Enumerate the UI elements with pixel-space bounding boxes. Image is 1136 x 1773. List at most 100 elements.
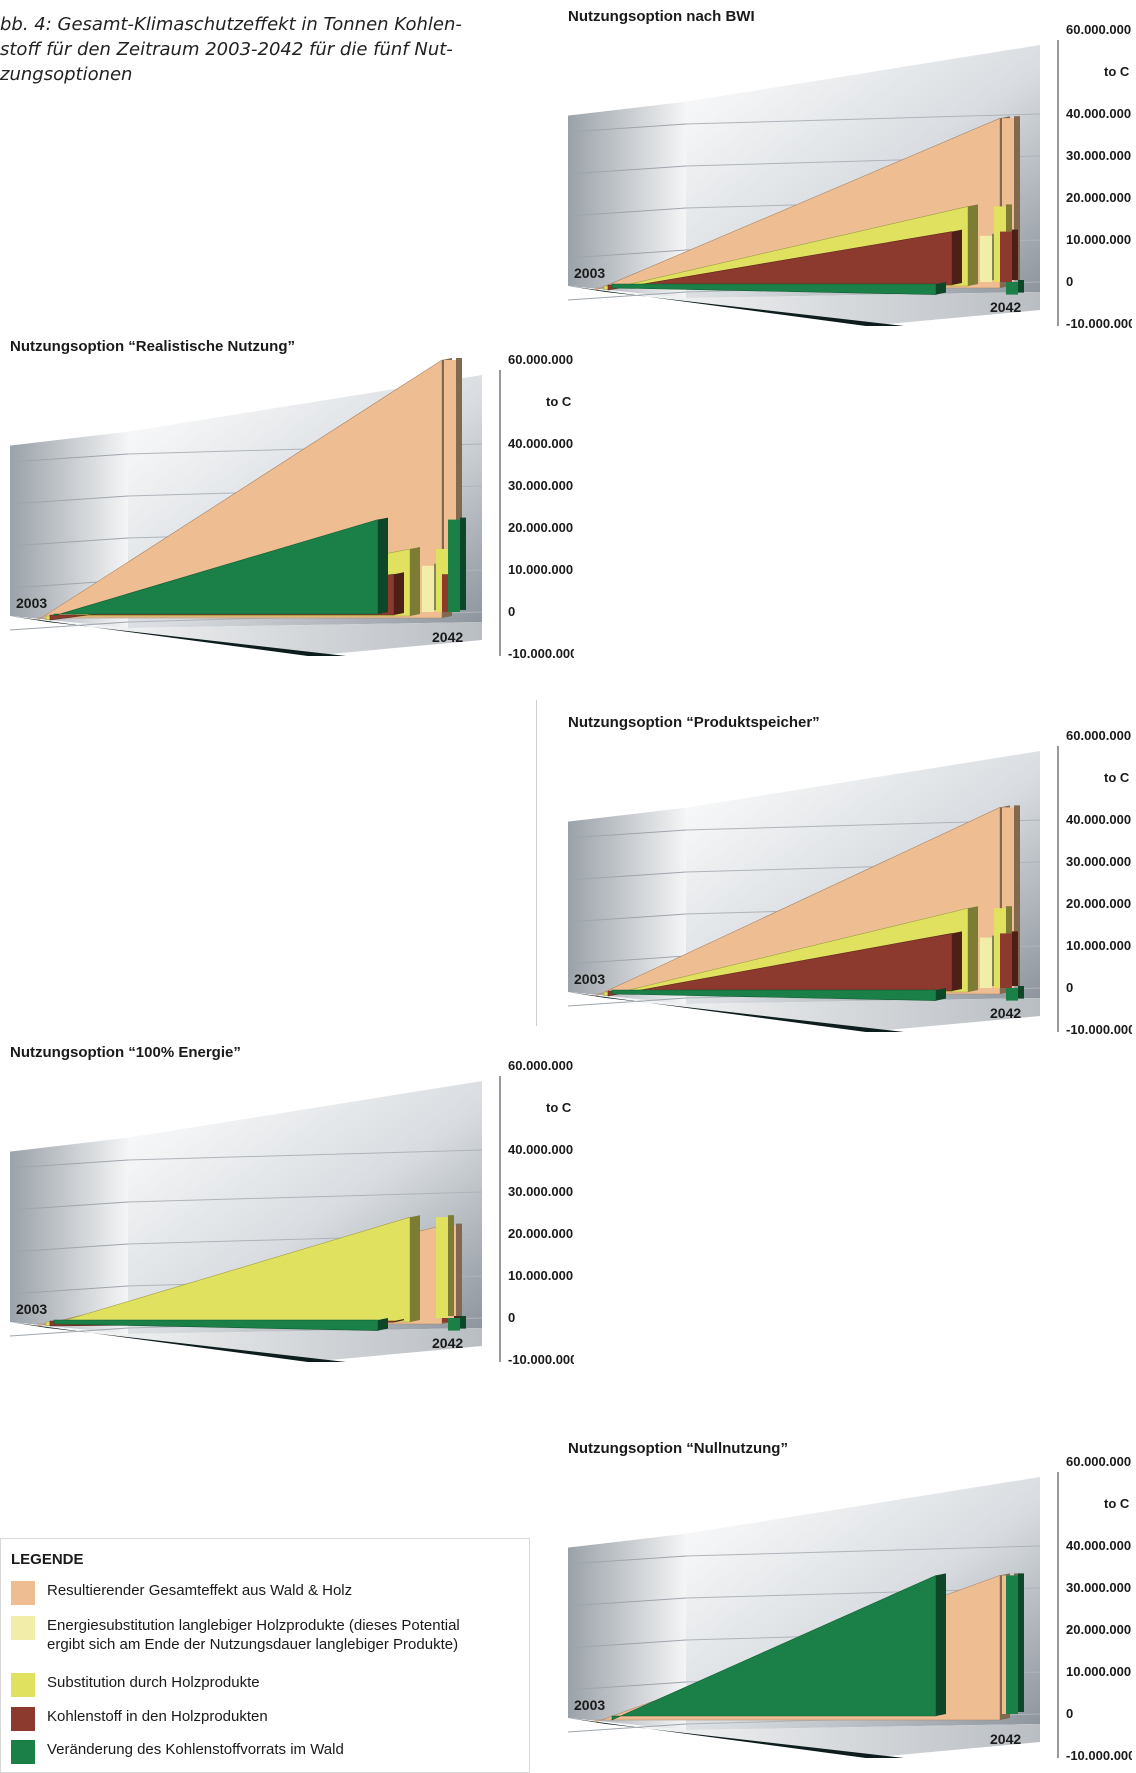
y-tick-label: 10.000.000 <box>1066 232 1131 247</box>
gridline-side <box>567 997 687 1007</box>
gridline-side <box>9 495 129 505</box>
y-tick-label: 40.000.000 <box>1066 106 1131 121</box>
y-tick-label: 60.000.000 <box>1066 728 1131 743</box>
gridline-side <box>567 165 687 175</box>
y-tick-label: -10.000.000 <box>508 646 574 661</box>
y-tick-label: -10.000.000 <box>508 1352 574 1367</box>
gridline-side <box>9 1243 129 1253</box>
end-bar-side-wald <box>1018 280 1024 293</box>
legend-label: Kohlenstoff in den Holzprodukten <box>47 1708 268 1725</box>
unit-label: to C <box>546 394 572 409</box>
gridline-side <box>567 1639 687 1649</box>
y-tick-label: 0 <box>1066 1706 1073 1721</box>
chart-side-wall <box>568 807 686 1004</box>
caption-line-2: stoff für den Zeitraum 2003-2042 für die… <box>0 39 453 60</box>
gridline-side <box>9 1159 129 1169</box>
gridline-side <box>567 123 687 133</box>
chart-side-wall <box>10 1137 128 1334</box>
area-edge-kohlenstoff_produkte <box>394 1319 404 1323</box>
chart-plot: 60.000.000 40.000.000 30.000.000 20.000.000… <box>567 728 1132 1037</box>
end-year-label: 2042 <box>990 299 1021 315</box>
gridline <box>685 1545 1041 1557</box>
end-bar-wald <box>1006 1575 1018 1714</box>
chart-floor <box>10 1322 482 1362</box>
end-bar-energie <box>422 565 434 612</box>
end-bar-side-gesamt <box>456 358 462 610</box>
legend-swatch <box>11 1707 35 1731</box>
area-edge-substitution <box>968 906 978 992</box>
y-tick-label: 40.000.000 <box>1066 1538 1131 1553</box>
area-edge-wald <box>378 1318 388 1331</box>
gridline-side <box>567 207 687 217</box>
area-edge-kohlenstoff_produkte <box>952 229 962 285</box>
area-wald <box>53 519 379 617</box>
end-bar-energie <box>980 235 992 282</box>
area-edge-kohlenstoff_produkte <box>394 572 404 615</box>
chart-nullnutzung: Nutzungsoption “Nullnutzung” 60.000.000 4… <box>566 1432 1132 1772</box>
legend-swatch <box>11 1673 35 1697</box>
gridline-side <box>9 1201 129 1211</box>
chart-title: Nutzungsoption “Produktspeicher” <box>568 714 820 731</box>
chart-floor <box>10 616 482 656</box>
chart-nutzung-bwi: Nutzungsoption nach BWI 60.000.000 40.000… <box>566 0 1132 340</box>
end-bar-wald <box>1006 988 1018 1001</box>
chart-floor <box>568 286 1040 326</box>
gridline-side <box>9 537 129 547</box>
area-edge-substitution <box>410 547 420 616</box>
y-tick-label: 30.000.000 <box>1066 1580 1131 1595</box>
divider-line <box>536 700 537 1026</box>
gridline <box>127 1191 483 1203</box>
end-bar-wald <box>1006 282 1018 295</box>
end-bar-side-kohlenstoff_produkte <box>1012 229 1018 280</box>
y-tick-label: 30.000.000 <box>508 478 573 493</box>
gridline-side <box>567 913 687 923</box>
unit-label: to C <box>1104 64 1130 79</box>
gridline-side <box>567 1597 687 1607</box>
chart-side-wall <box>568 101 686 298</box>
area-edge-kohlenstoff_produkte <box>952 931 962 991</box>
y-tick-label: -10.000.000 <box>1066 316 1132 331</box>
chart-floor <box>568 992 1040 1032</box>
end-bar-side-wald <box>1018 986 1024 999</box>
end-bar-side-kohlenstoff_produkte <box>1012 931 1018 986</box>
end-bar-wald <box>448 519 460 612</box>
gridline-side <box>567 1681 687 1691</box>
gridline-side <box>9 1285 129 1295</box>
y-tick-label: 10.000.000 <box>508 1268 573 1283</box>
end-bar-wald <box>448 1318 460 1331</box>
y-tick-label: 60.000.000 <box>508 1058 573 1073</box>
y-tick-label: 20.000.000 <box>508 1226 573 1241</box>
legend-item-energie: Energiesubstitution langlebiger Holzprod… <box>11 1616 517 1654</box>
y-tick-label: 30.000.000 <box>1066 854 1131 869</box>
start-year-label: 2003 <box>16 1301 47 1317</box>
figure-caption: bb. 4: Gesamt-Klimaschutzeffekt in Tonne… <box>0 12 490 87</box>
area-edge-wald <box>378 517 388 614</box>
chart-title: Nutzungsoption “100% Energie” <box>10 1044 241 1061</box>
start-year-label: 2003 <box>16 595 47 611</box>
gridline-side <box>567 1723 687 1733</box>
y-tick-label: 40.000.000 <box>1066 812 1131 827</box>
y-tick-label: 10.000.000 <box>508 562 573 577</box>
area-edge-substitution <box>968 204 978 286</box>
chart-plot: 60.000.000 40.000.000 30.000.000 20.000.000… <box>9 352 574 661</box>
chart-plot: 60.000.000 40.000.000 30.000.000 20.000.000… <box>567 1454 1132 1763</box>
legend-item-substitution: Substitution durch Holzprodukte <box>11 1673 517 1697</box>
end-bar-side-substitution <box>448 1215 454 1316</box>
y-tick-label: 20.000.000 <box>1066 896 1131 911</box>
caption-line-3: zungsoptionen <box>0 64 133 85</box>
end-year-label: 2042 <box>432 629 463 645</box>
start-year-label: 2003 <box>574 1697 605 1713</box>
y-tick-label: 30.000.000 <box>1066 148 1131 163</box>
y-tick-label: 20.000.000 <box>1066 1622 1131 1637</box>
end-bar-kohlenstoff_produkte <box>1000 231 1012 282</box>
end-bar-substitution <box>436 1217 448 1318</box>
gridline-side <box>9 621 129 631</box>
chart-100-energie: Nutzungsoption “100% Energie” 60.000.000… <box>8 1036 574 1376</box>
y-tick-label: 0 <box>508 604 515 619</box>
end-bar-side-gesamt <box>1014 805 1020 986</box>
gridline-side <box>9 1327 129 1337</box>
unit-label: to C <box>1104 1496 1130 1511</box>
end-year-label: 2042 <box>990 1005 1021 1021</box>
area-edge-wald <box>936 282 946 295</box>
chart-produktspeicher: Nutzungsoption “Produktspeicher” 60.000.… <box>566 706 1132 1046</box>
